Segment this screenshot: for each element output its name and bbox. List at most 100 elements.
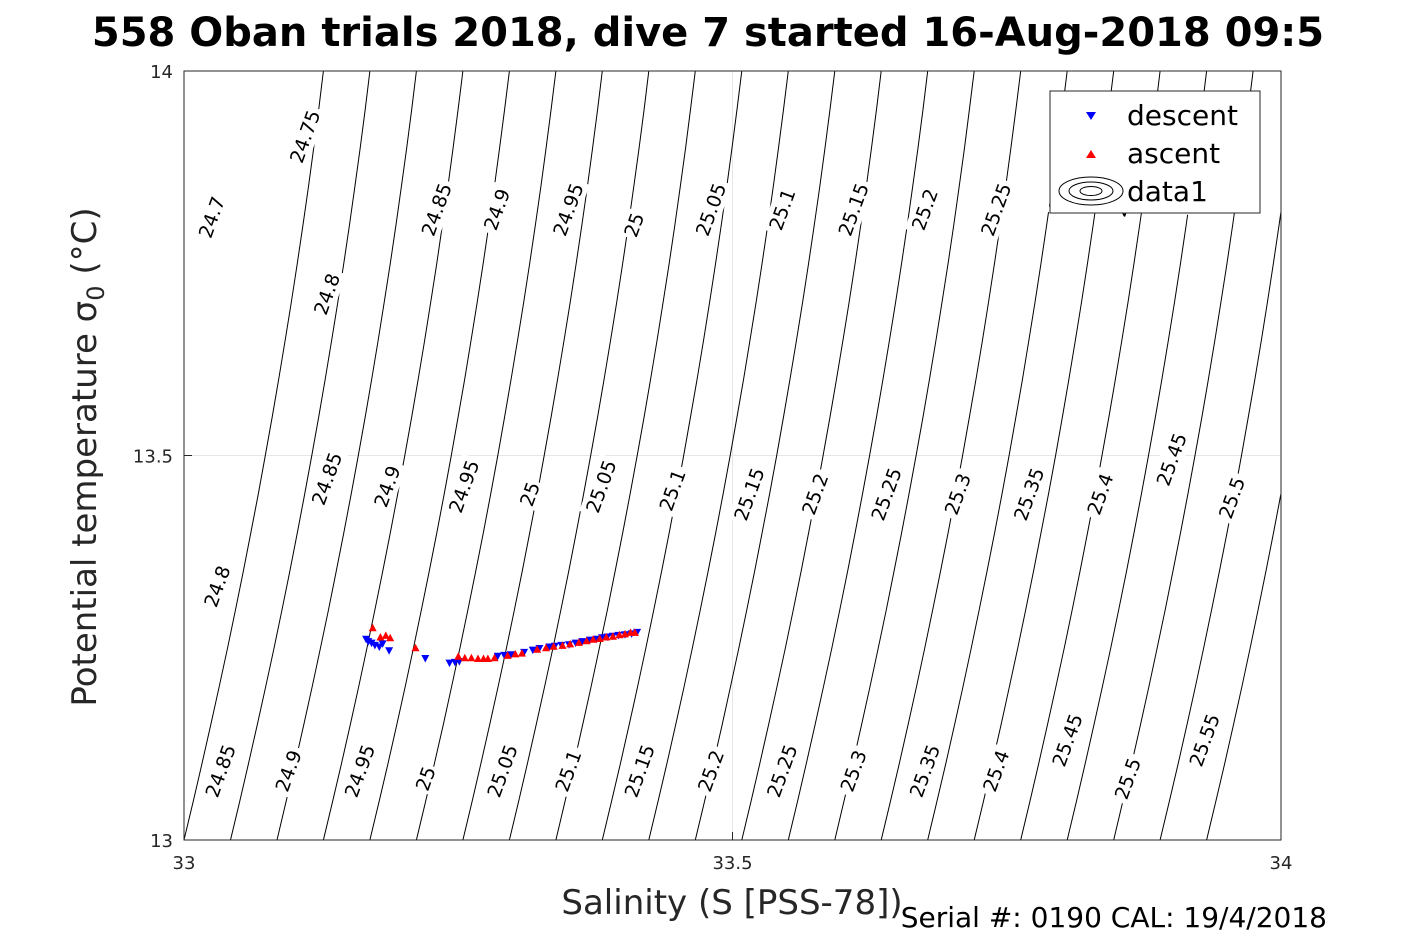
ascent-point-25: [608, 632, 617, 640]
y-axis-ticks: 13 13.5 14: [133, 62, 192, 852]
contour-label-bg: [548, 743, 588, 799]
contour-label-bg: [1107, 750, 1148, 807]
contour-label-bg: [864, 461, 908, 527]
contour-label-bg: [688, 176, 733, 243]
ascent-point-8: [474, 654, 482, 662]
ascent-point-29: [630, 628, 639, 636]
isopycnal-line-13: [787, 71, 929, 840]
x-tick-label-0: 33: [173, 853, 196, 874]
contour-label-bg: [652, 462, 693, 518]
contour-label-bg: [975, 743, 1016, 799]
contour-label-bg: [1080, 466, 1120, 522]
ascent-point-5: [454, 652, 463, 660]
descent-point-13: [506, 651, 515, 659]
ascent-point-14: [517, 649, 526, 657]
legend-data1-label: data1: [1127, 175, 1208, 208]
isopycnal-line-1: [230, 71, 371, 840]
contour-label-bg: [974, 176, 1018, 243]
contour-label-bg: [794, 466, 835, 522]
contour-label-bg: [414, 176, 459, 243]
isopycnal-line-11: [694, 71, 836, 840]
isopycnal-line-8: [555, 71, 696, 840]
contour-label-bg: [1149, 426, 1194, 493]
contour-label-bg: [690, 743, 731, 799]
y-tick-label-2: 14: [150, 62, 173, 83]
isopycnal-line-5: [415, 71, 557, 840]
isopycnal-line-0: [184, 71, 324, 840]
contour-label-bg: [831, 176, 875, 243]
contour-label-bg: [1006, 461, 1051, 527]
contour-label-bg: [198, 738, 242, 804]
descent-point-11: [493, 652, 502, 661]
contour-label-bg: [1211, 470, 1252, 526]
y-tick-label-0: 13: [150, 831, 173, 852]
y-axis-label: Potential temperature σ0 (°C): [65, 207, 110, 706]
contour-label-bg: [197, 558, 237, 614]
contour-label-bg: [367, 458, 407, 514]
ascent-point-13: [511, 649, 520, 658]
x-tick-label-2: 34: [1270, 853, 1293, 874]
ascent-point-7: [467, 653, 476, 662]
ascent-point-12: [503, 651, 512, 659]
contour-label-bg: [1045, 707, 1089, 773]
descent-point-17: [545, 643, 554, 651]
legend-descent-label: descent: [1127, 99, 1238, 132]
contour-label-bg: [579, 453, 623, 520]
isopycnal-line-10: [648, 71, 789, 840]
ascent-point-3: [386, 633, 395, 642]
x-axis-ticks: 33 33.5 34: [173, 832, 1293, 874]
contour-label-bg: [191, 189, 232, 245]
descent-point-7: [421, 655, 430, 663]
contour-label-bg: [513, 476, 546, 512]
ascent-point-6: [460, 653, 469, 662]
contour-label-bg: [617, 738, 662, 804]
contour-label-bg: [617, 207, 650, 243]
contour-label-bg: [282, 103, 327, 170]
contour-label-bg: [902, 738, 947, 804]
isopycnal-line-14: [834, 71, 975, 840]
serial-cal-footer: Serial #: 0190 CAL: 19/4/2018: [901, 901, 1327, 934]
legend-ascent-label: ascent: [1127, 137, 1220, 170]
x-axis-label: Salinity (S [PSS-78]): [561, 883, 902, 923]
contour-label-bg: [762, 181, 802, 237]
contour-label-bg: [304, 445, 349, 512]
contour-label-bg: [306, 266, 347, 322]
contour-label-bg: [937, 466, 978, 522]
chart-title: 558 Oban trials 2018, dive 7 started 16-…: [92, 10, 1324, 56]
descent-point-2: [367, 639, 376, 648]
contour-label-bg: [727, 461, 771, 527]
ascent-point-18: [558, 641, 567, 649]
legend-contour-icon: [1058, 176, 1124, 206]
contour-label-bg: [1182, 707, 1226, 773]
ascent-point-4: [411, 643, 420, 652]
descent-point-10: [455, 658, 464, 666]
y-tick-label-1: 13.5: [133, 447, 173, 468]
ascent-point-16: [542, 643, 550, 652]
contour-label-bg: [337, 738, 382, 804]
contour-label-bg: [476, 181, 517, 237]
legend-descent-marker: [1086, 112, 1096, 120]
ascent-point-20: [574, 638, 583, 646]
isopycnal-line-6: [462, 71, 603, 840]
ascent-point-2: [381, 631, 390, 639]
data-points: [362, 623, 642, 668]
contour-label-bg: [480, 738, 524, 804]
descent-point-5: [378, 640, 387, 648]
isopycnal-line-7: [508, 71, 650, 840]
isopycnal-line-2: [276, 71, 417, 840]
ascent-point-19: [566, 639, 575, 648]
legend-box: [1049, 90, 1261, 214]
ascent-point-24: [602, 633, 611, 641]
contour-label-bg: [760, 738, 804, 804]
ascent-point-17: [549, 642, 558, 650]
ascent-point-26: [615, 630, 624, 639]
isopycnal-line-21: [1159, 208, 1281, 840]
ascent-point-10: [483, 654, 492, 662]
ascent-point-21: [582, 636, 591, 645]
ascent-point-11: [490, 653, 499, 662]
contour-label-bg: [409, 761, 442, 796]
ascent-point-23: [595, 634, 604, 642]
contour-label-bg: [268, 743, 309, 799]
